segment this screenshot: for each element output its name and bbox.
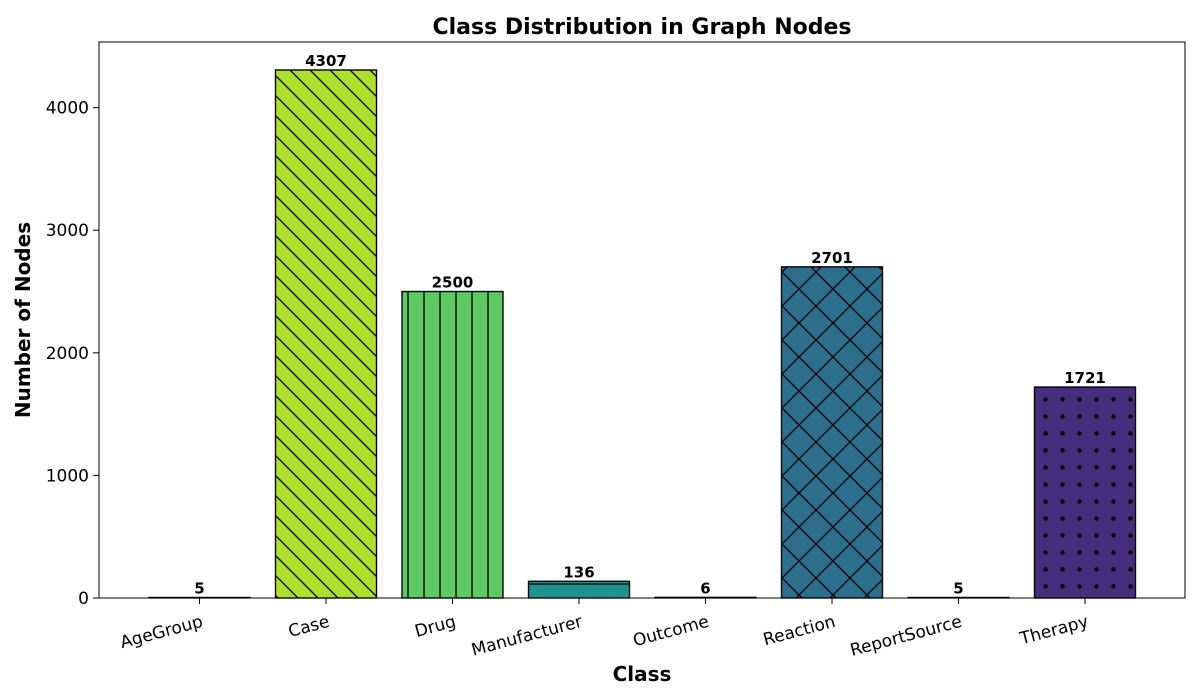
x-tick-label-drug: Drug	[413, 612, 458, 642]
y-tick-label: 1000	[46, 466, 89, 486]
bar-hatch-therapy	[1033, 386, 1137, 599]
y-tick-label: 4000	[46, 99, 89, 119]
data-label-reaction: 2701	[811, 249, 853, 267]
bars-layer	[148, 69, 1137, 599]
y-axis: 0 1000 2000 3000 4000	[46, 99, 99, 609]
x-tick-label-reportsource: ReportSource	[848, 612, 964, 661]
x-tick-label-agegroup: AgeGroup	[118, 612, 205, 653]
data-labels: 5 4307 2500 136 6 2701 5 1721	[194, 52, 1106, 597]
y-tick-label: 3000	[46, 221, 89, 241]
x-tick-label-manufacturer: Manufacturer	[469, 612, 584, 661]
x-tick-label-therapy: Therapy	[1017, 612, 1091, 650]
data-label-manufacturer: 136	[563, 563, 594, 581]
chart-title: Class Distribution in Graph Nodes	[432, 15, 851, 40]
y-tick-label: 2000	[46, 344, 89, 364]
data-label-case: 4307	[305, 52, 347, 70]
x-tick-label-outcome: Outcome	[631, 612, 711, 651]
data-label-outcome: 6	[700, 579, 710, 597]
y-axis-label: Number of Nodes	[11, 222, 35, 418]
x-tick-label-reaction: Reaction	[761, 612, 838, 650]
bar-hatch-case	[274, 69, 378, 599]
x-axis: AgeGroup Case Drug Manufacturer Outcome React…	[118, 598, 1091, 661]
data-label-agegroup: 5	[194, 579, 204, 597]
bar-hatch-manufacturer	[527, 580, 631, 599]
data-label-reportsource: 5	[953, 579, 963, 597]
data-label-drug: 2500	[432, 274, 474, 292]
y-tick-label: 0	[78, 589, 89, 609]
bar-hatch-drug	[401, 290, 504, 599]
plot-frame	[98, 41, 1186, 599]
bar-hatch-reaction	[780, 266, 884, 599]
x-tick-label-case: Case	[286, 612, 331, 642]
x-axis-label: Class	[613, 662, 672, 686]
data-label-therapy: 1721	[1064, 369, 1106, 387]
